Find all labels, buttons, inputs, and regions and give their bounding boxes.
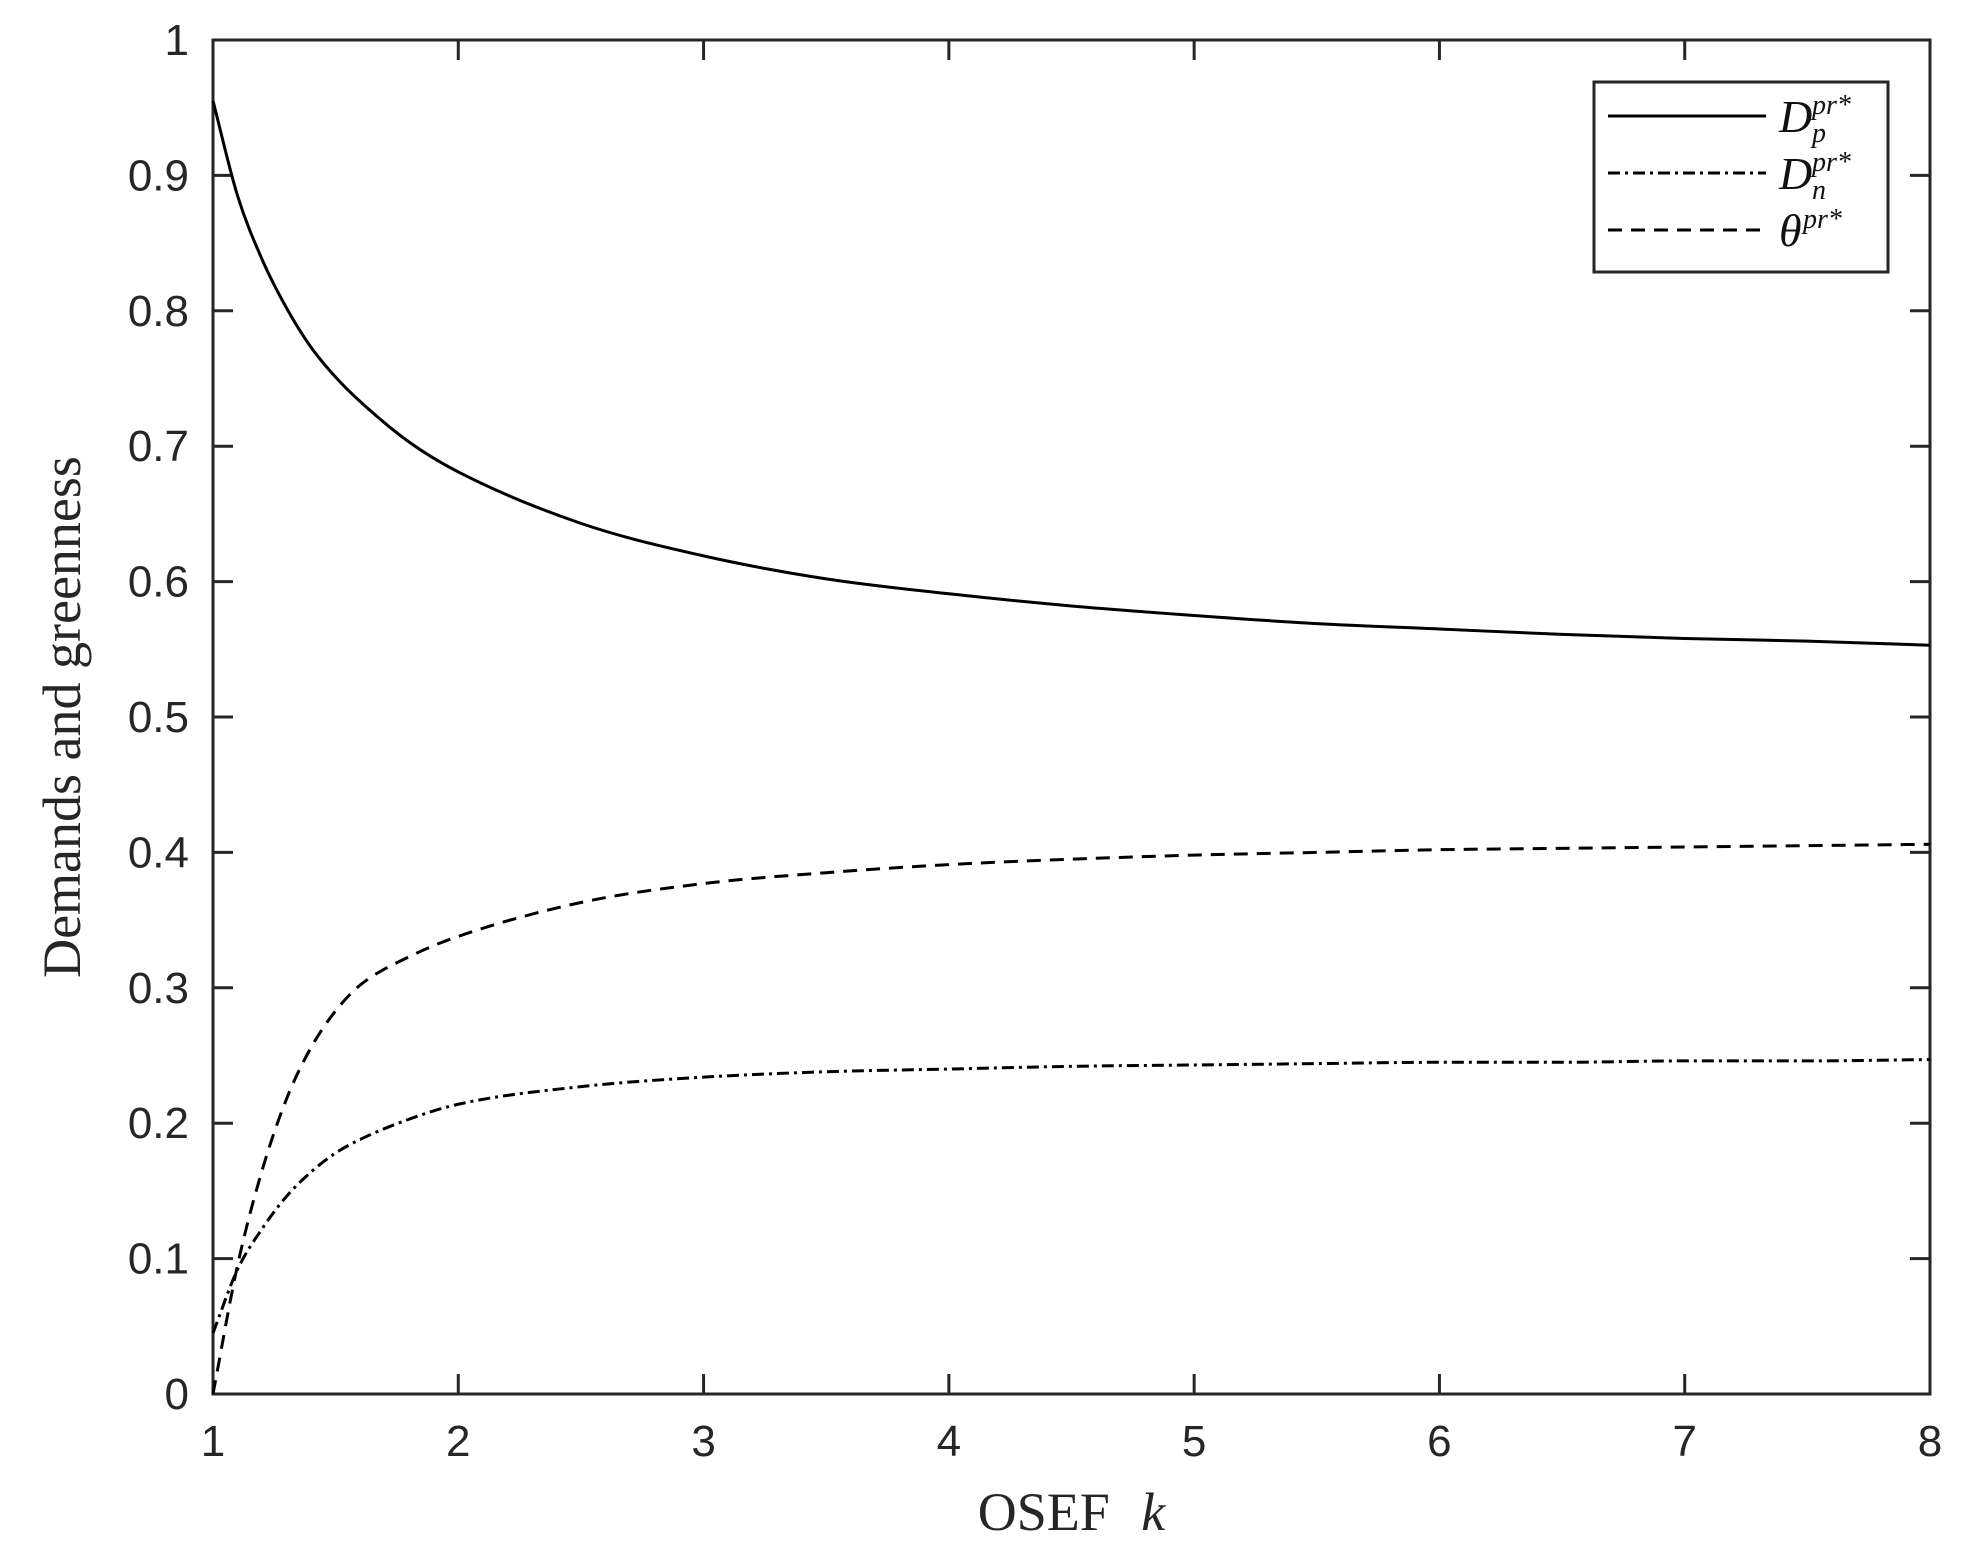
legend-label-sup-Dp: pr* [1810,90,1851,121]
series-line-Dp [211,100,1931,647]
y-tick-label: 0.2 [128,1099,189,1148]
y-tick-label: 0.9 [128,151,189,200]
x-tick-label: 3 [691,1417,715,1466]
legend-label-Dn: D [1778,148,1812,199]
legend-label-sup-Dn: pr* [1810,147,1851,178]
legend-label-Dp: D [1778,91,1812,142]
y-tick-label: 0.8 [128,287,189,336]
y-axis-title: Demands and greenness [32,456,92,978]
legend-label-sup-theta: pr* [1801,204,1842,235]
x-tick-label: 7 [1672,1417,1696,1466]
legend-label-sub-Dn: n [1812,175,1826,206]
x-tick-label: 1 [201,1417,225,1466]
x-tick-label: 8 [1918,1417,1942,1466]
x-tick-labels: 1 2 3 4 5 6 7 8 [201,1417,1942,1466]
y-tick-label: 0.4 [128,828,189,877]
y-tick-label: 0.1 [128,1235,189,1284]
x-axis-title-text: OSEF [978,1482,1110,1542]
x-axis-title: OSEF k [978,1482,1167,1542]
y-tick-labels: 0 0.1 0.2 0.3 0.4 0.5 0.6 0.7 0.8 0.9 1 [128,16,189,1419]
series-lines [211,100,1931,1395]
y-tick-label: 0.3 [128,964,189,1013]
series-line-theta [211,842,1931,1395]
x-tick-label: 2 [446,1417,470,1466]
axis-ticks [211,38,1932,1396]
y-tick-label: 0 [165,1370,189,1419]
x-tick-label: 5 [1182,1417,1206,1466]
legend-label-theta: θ [1779,205,1802,256]
x-axis-title-variable: k [1141,1482,1166,1542]
y-tick-label: 0.6 [128,558,189,607]
legend-label-sub-Dp: p [1810,118,1826,149]
series-line-Dn [211,1058,1931,1334]
y-tick-label: 0.7 [128,422,189,471]
legend-box [1592,80,1890,274]
y-tick-label: 0.5 [128,693,189,742]
x-tick-label: 4 [937,1417,961,1466]
x-tick-label: 6 [1427,1417,1451,1466]
y-tick-label: 1 [165,16,189,65]
